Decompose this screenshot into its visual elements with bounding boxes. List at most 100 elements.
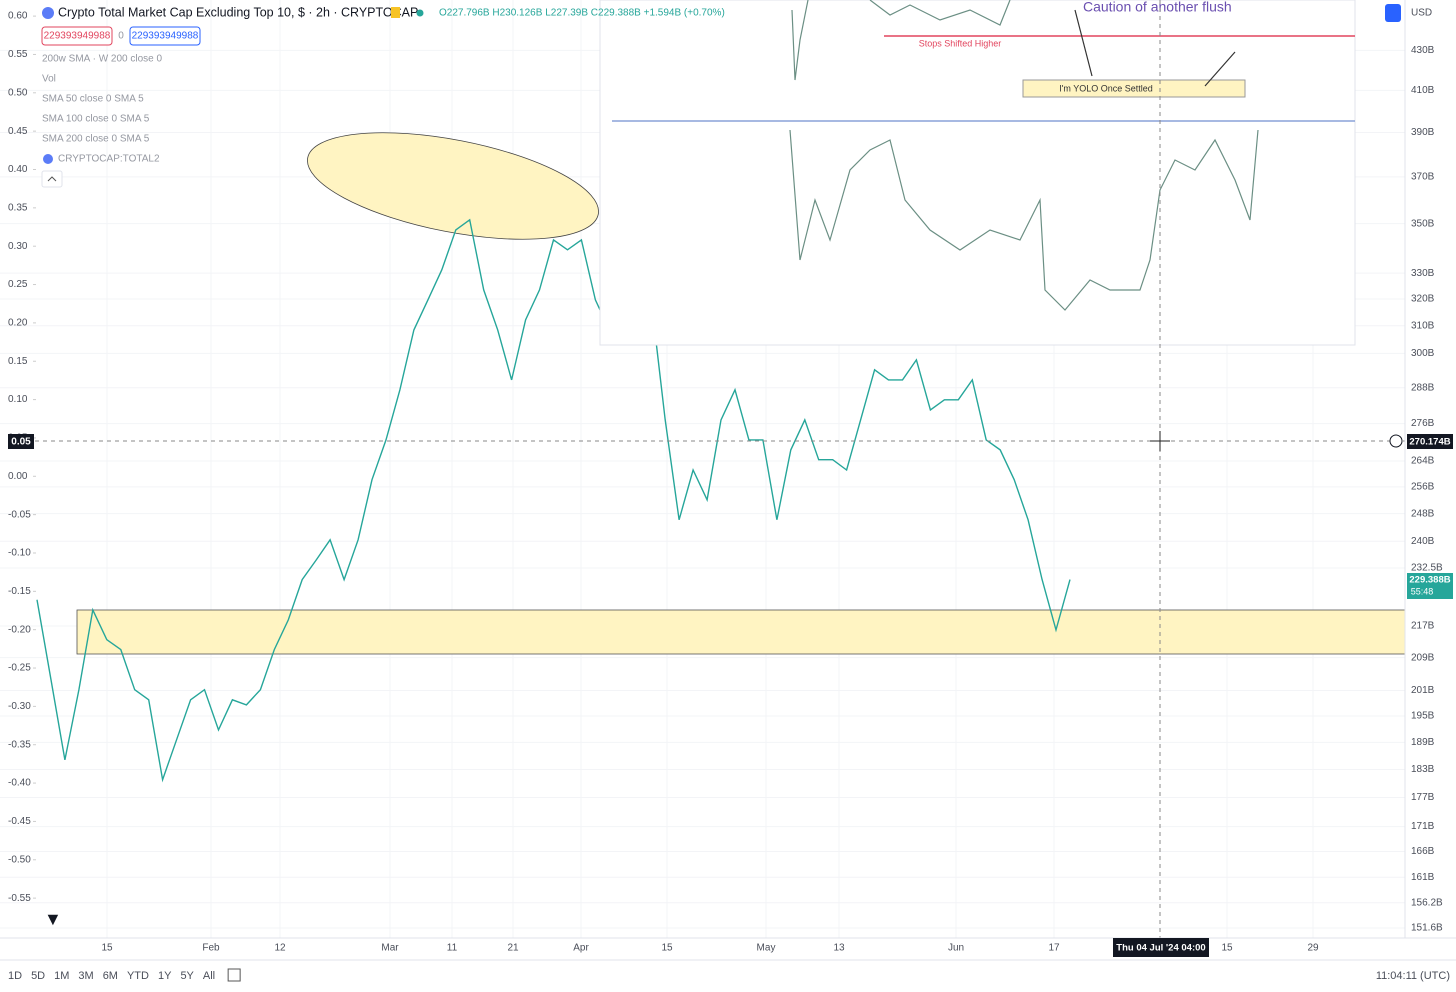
crosshair-price: 270.174B <box>1409 437 1450 448</box>
date-range-button[interactable] <box>227 968 241 982</box>
y-tick-label: 151.6B <box>1411 923 1443 934</box>
y2-tick-label: 0.25 <box>8 279 28 290</box>
indicator-label[interactable]: SMA 50 close 0 SMA 5 <box>42 94 144 105</box>
crosshair-time: Thu 04 Jul '24 04:00 <box>1116 943 1205 954</box>
indicator-label[interactable]: Vol <box>42 74 56 85</box>
range-button[interactable]: 5Y <box>180 970 194 982</box>
inset-arrow <box>1204 51 1236 87</box>
plot <box>36 218 1071 783</box>
y-tick-label: 390B <box>1411 127 1435 138</box>
y2-tick-label: -0.25 <box>8 663 31 674</box>
y-tick-label: 264B <box>1411 456 1435 467</box>
add-alert[interactable] <box>1389 434 1403 448</box>
x-tick-label: 15 <box>101 943 113 954</box>
y-tick-label: 300B <box>1411 348 1435 359</box>
symbol-icon <box>42 7 54 19</box>
y2-tick-label: 0.10 <box>8 394 28 405</box>
y2-tick-label: 0.50 <box>8 87 28 98</box>
currency[interactable]: USD <box>1411 8 1432 19</box>
range-button[interactable]: 1Y <box>158 970 172 982</box>
x-tick-label: May <box>757 943 776 954</box>
flag[interactable] <box>391 7 400 18</box>
x-tick-label: 15 <box>1221 943 1233 954</box>
x-tick-label: Mar <box>381 943 399 954</box>
y-tick-label: 156.2B <box>1411 897 1443 908</box>
y-tick-label: 430B <box>1411 45 1435 56</box>
badge <box>41 26 113 46</box>
range-button[interactable]: 5D <box>31 970 45 982</box>
y-tick-label: 248B <box>1411 508 1435 519</box>
y-tick-label: 177B <box>1411 792 1435 803</box>
y-tick-label: 410B <box>1411 85 1435 96</box>
auto-scale[interactable] <box>1385 4 1401 22</box>
y-tick-label: 195B <box>1411 711 1435 722</box>
ohlc: O227.796B H230.126B L227.39B C229.388B +… <box>439 8 725 19</box>
inset-price <box>789 129 1259 311</box>
y2-tick-label: 0.55 <box>8 49 28 60</box>
y-tick-label: 240B <box>1411 536 1435 547</box>
y2-tick-label: -0.20 <box>8 624 31 635</box>
y-tick-label: 166B <box>1411 846 1435 857</box>
x-tick-label: 29 <box>1307 943 1319 954</box>
y-tick-label: 183B <box>1411 764 1435 775</box>
x-tick-label: 15 <box>661 943 673 954</box>
crosshair-time-tag <box>1113 938 1209 957</box>
market-status <box>416 9 424 17</box>
crosshair-left: 0.05 <box>11 437 31 448</box>
y-tick-label: 256B <box>1411 482 1435 493</box>
inset-price <box>869 0 1011 26</box>
badge-text: 229393949988 <box>44 31 111 42</box>
crosshair-left-tag <box>8 434 34 449</box>
annotation: Stops Shifted Higher <box>919 38 1002 48</box>
axes: 430B 410B 390B 370B 350B 330B 320B 310B 300B 288B… <box>8 11 1443 954</box>
y2-tick-label: 0.15 <box>8 356 28 367</box>
indicator-label[interactable]: SMA 200 close 0 SMA 5 <box>42 134 150 145</box>
countdown: 55:48 <box>1411 586 1434 596</box>
y-tick-label: 161B <box>1411 872 1435 883</box>
y2-tick-label: -0.55 <box>8 893 31 904</box>
y2-tick-label: -0.05 <box>8 509 31 520</box>
range-button[interactable]: 3M <box>78 970 93 982</box>
y2-tick-label: 0.00 <box>8 471 28 482</box>
y2-tick-label: 0.35 <box>8 202 28 213</box>
price-line <box>36 218 1071 783</box>
range-button[interactable]: YTD <box>127 970 149 982</box>
y2-tick-label: 0.30 <box>8 241 28 252</box>
y2-tick-label: -0.45 <box>8 816 31 827</box>
badge <box>129 26 201 46</box>
badge-text: 0 <box>118 31 124 42</box>
range-button[interactable]: 1D <box>8 970 22 982</box>
support-zone <box>76 609 1406 655</box>
badge-text: 229393949988 <box>132 31 199 42</box>
y-tick-label: 171B <box>1411 821 1435 832</box>
y2-tick-label: -0.10 <box>8 548 31 559</box>
y-tick-label: 330B <box>1411 268 1435 279</box>
y-tick-label: 209B <box>1411 652 1435 663</box>
range-button[interactable]: 6M <box>103 970 118 982</box>
collapse-button[interactable] <box>41 170 63 188</box>
symbol[interactable]: Crypto Total Market Cap Excluding Top 10… <box>58 5 418 19</box>
indicator-icon <box>43 154 53 164</box>
last-price: 229.388B <box>1409 575 1450 586</box>
y-tick-label: 370B <box>1411 171 1435 182</box>
inset-arrow <box>1074 9 1093 77</box>
toolbar: 1D 5D 1M 3M 6M YTD 1Y 5Y All <box>8 968 241 982</box>
y2-tick-label: 0.40 <box>8 164 28 175</box>
range-button[interactable]: All <box>203 970 215 982</box>
x-tick-label: 13 <box>833 943 845 954</box>
y-tick-label: 189B <box>1411 737 1435 748</box>
x-tick-label: Feb <box>202 943 220 954</box>
crosshair-price-tag <box>1407 434 1453 449</box>
inset-box <box>1022 79 1246 98</box>
y2-tick-label: -0.15 <box>8 586 31 597</box>
indicator-label[interactable]: CRYPTOCAP:TOTAL2 <box>58 154 160 165</box>
range-button[interactable]: 1M <box>54 970 69 982</box>
inset-price <box>791 0 809 81</box>
y2-tick-label: 0.60 <box>8 11 28 22</box>
y2-tick-label: -0.40 <box>8 778 31 789</box>
y2-tick-label: 0.45 <box>8 126 28 137</box>
indicator-label[interactable]: 200w SMA · W 200 close 0 <box>42 54 162 65</box>
indicator-label[interactable]: SMA 100 close 0 SMA 5 <box>42 114 150 125</box>
y-tick-label: 276B <box>1411 418 1435 429</box>
x-tick-label: 11 <box>447 943 458 954</box>
